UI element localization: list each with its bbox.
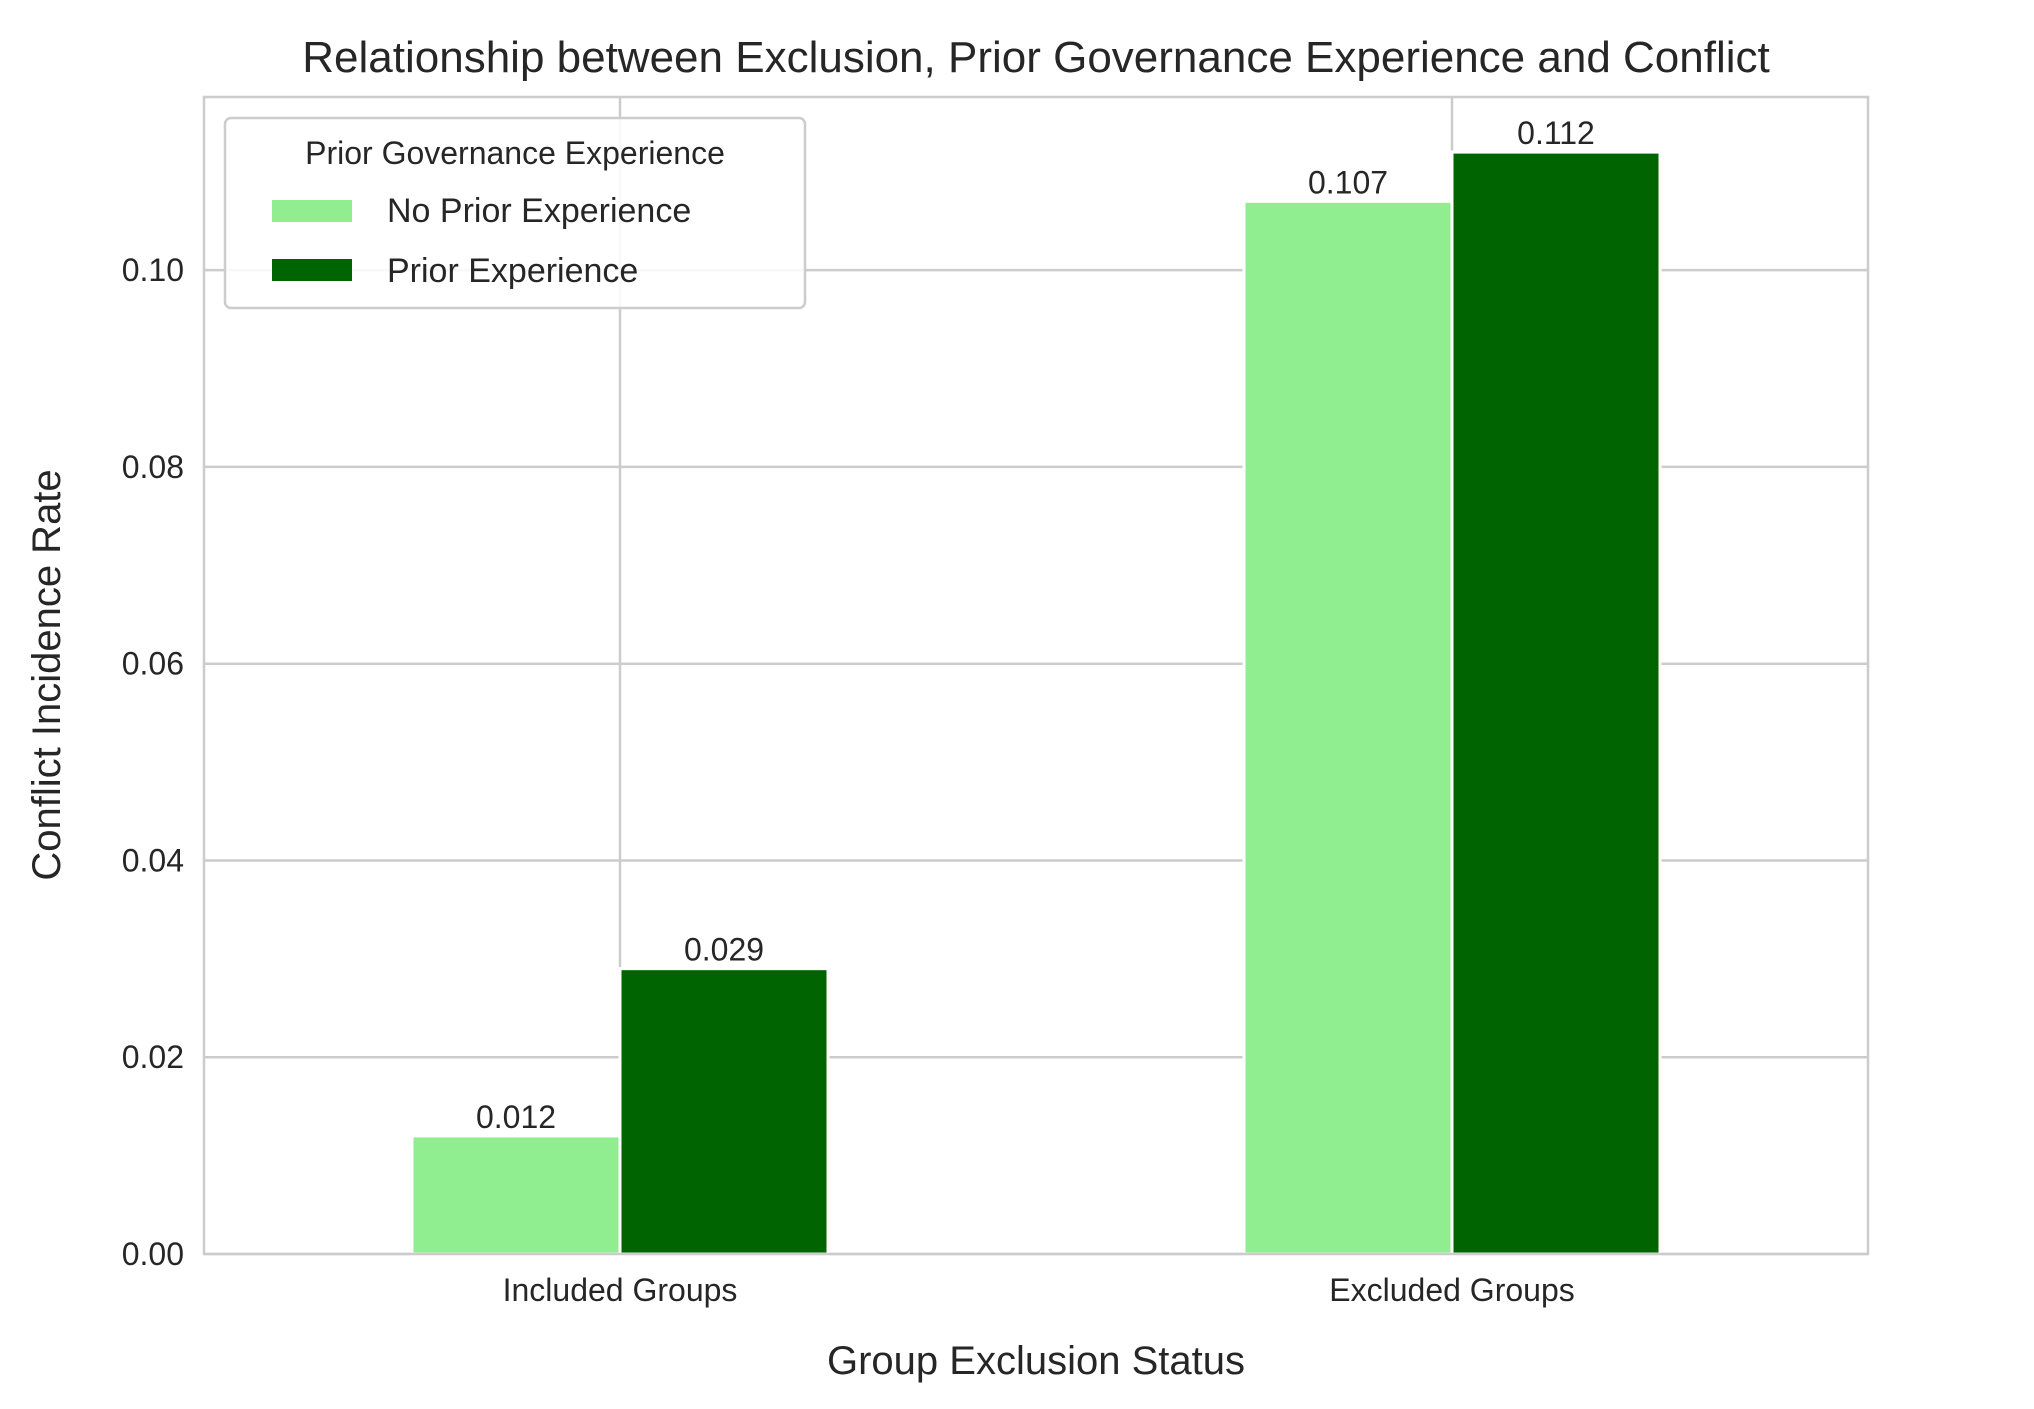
y-tick-label: 0.08 (122, 449, 184, 485)
x-tick-label: Included Groups (503, 1272, 738, 1308)
legend: Prior Governance Experience No Prior Exp… (223, 116, 807, 310)
bar-no-prior-experience (410, 1134, 622, 1256)
legend-title: Prior Governance Experience (305, 135, 725, 171)
legend-label-no-prior-experience: No Prior Experience (387, 192, 691, 230)
bar-no-prior-experience (1242, 199, 1454, 1256)
x-axis-ticks: Included Groups Excluded Groups (503, 1272, 1575, 1308)
legend-swatch-prior-experience (272, 259, 352, 281)
y-axis-ticks: 0.00 0.02 0.04 0.06 0.08 0.10 (122, 252, 184, 1272)
data-label-prior-experience: 0.029 (684, 932, 764, 968)
legend-label-prior-experience: Prior Experience (387, 252, 638, 290)
x-tick-label: Excluded Groups (1329, 1272, 1574, 1308)
x-axis-label: Group Exclusion Status (827, 1339, 1245, 1383)
chart-title: Relationship between Exclusion, Prior Go… (302, 33, 1769, 82)
y-tick-label: 0.10 (122, 252, 184, 288)
data-label-no-prior-experience: 0.107 (1308, 164, 1388, 200)
data-label-prior-experience: 0.112 (1517, 115, 1595, 151)
data-label-no-prior-experience: 0.012 (476, 1099, 556, 1135)
y-tick-label: 0.00 (122, 1236, 184, 1272)
y-tick-label: 0.06 (122, 646, 184, 682)
plot-frame (202, 95, 1870, 1256)
bar-value-labels: 0.012 0.107 0.029 0.112 (476, 115, 1595, 1135)
bar-prior-experience (1450, 150, 1662, 1256)
y-axis-label: Conflict Incidence Rate (25, 469, 69, 880)
legend-swatch-no-prior-experience (272, 200, 352, 222)
legend-box (223, 116, 807, 310)
y-tick-label: 0.02 (122, 1039, 184, 1075)
y-tick-label: 0.04 (122, 842, 184, 878)
bar-prior-experience (618, 967, 830, 1256)
bars (410, 150, 1662, 1256)
